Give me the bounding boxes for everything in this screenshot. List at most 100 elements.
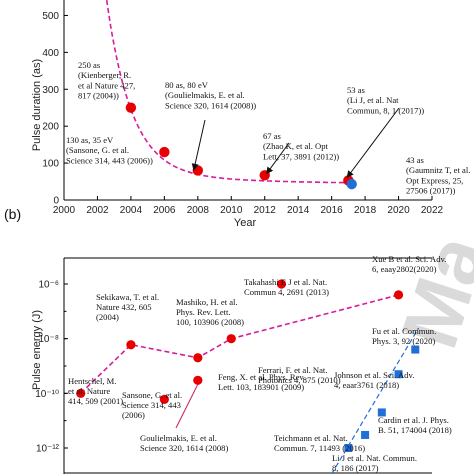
a-annotation-line: 130 as, 35 eV <box>66 135 114 145</box>
b-annotation: Johnson et al. Sci. Adv. 4, eaar3761 (201… <box>334 370 414 390</box>
a-arrow <box>266 142 290 175</box>
a-annotation-line: Science 314, 443 (2006)) <box>66 155 153 165</box>
b-annotation-line: (2006) <box>122 410 145 420</box>
a-y-ticks: 0 100 200 300 400 500 <box>42 11 68 207</box>
a-x-tick-label: 2014 <box>287 205 310 216</box>
a-x-tick-label: 2006 <box>153 205 176 216</box>
b-annotation-line: Mashiko, H. et al. <box>176 297 238 307</box>
a-annotation-line: 80 as, 80 eV <box>165 80 209 90</box>
a-y-tick-label: 500 <box>42 11 59 22</box>
a-trend-line <box>105 0 352 184</box>
a-y-tick-label: 400 <box>42 48 59 59</box>
b-y-tick-label: 10⁻⁸ <box>38 334 59 345</box>
a-annotations: 250 as (Kienberger, R. et al Nature 427, 81… <box>66 60 470 196</box>
b-leader <box>175 384 199 429</box>
a-arrows <box>191 107 400 178</box>
a-x-tick-label: 2018 <box>354 205 377 216</box>
a-annotation-line: 53 as <box>347 85 366 95</box>
a-annotation: 250 as (Kienberger, R. et al Nature 427, 81… <box>78 60 135 101</box>
b-annotation: Feng, X. et al. Phys. Rev. Lett. 103, 183… <box>218 372 305 392</box>
a-annotation-line: Opt Express, 25, <box>406 175 463 185</box>
a-annotation-line: 27506 (2017)) <box>406 186 456 196</box>
b-annotation-line: Teichmann et al. Nat. <box>274 433 348 443</box>
a-arrow <box>191 119 206 171</box>
a-annotation-line: 250 as <box>78 60 101 70</box>
b-annotation-line: Johnson et al. Sci. Adv. <box>334 370 414 380</box>
a-x-tick-label: 2002 <box>86 205 109 216</box>
a-blue-point <box>346 178 357 190</box>
b-annotation-line: Ferrari, F. et al. Nat. <box>258 365 327 375</box>
a-annotation-line: Commun, 8, 1 (2017)) <box>347 105 424 115</box>
b-annotation: Ferrari, F. et al. Nat. Photonics 4, 875 … <box>258 365 341 385</box>
a-annotation: 43 as (Gaumnitz T, et al. Opt Express, 25,… <box>406 155 470 196</box>
a-annotation-line: (Gaumnitz T, et al. <box>406 165 470 175</box>
a-annotation-line: (Kienberger, R. <box>78 70 131 80</box>
b-annotation: Li J et al. Nat. Commun. 8, 186 (2017) <box>332 453 417 473</box>
b-annotation-line: Phys. Rev. Lett. <box>176 307 231 317</box>
b-annotation: Teichmann et al. Nat. Commun. 7, 11493 (2… <box>274 433 365 453</box>
a-annotation-line: (Zhao K, et al. Opt <box>263 141 329 151</box>
a-annotation: 80 as, 80 eV (Goulielmakis, E. et al. Scie… <box>165 80 256 110</box>
a-x-axis-title: Year <box>234 217 257 229</box>
a-arrow <box>346 107 400 178</box>
b-annotation-line: et al. Nature <box>68 386 110 396</box>
a-annotation-line: Science 320, 1614 (2008)) <box>165 100 256 110</box>
panel-b-pulse-energy: 10⁻⁶ 10⁻⁸ 10⁻¹⁰ 10⁻¹² Pulse energy (J) Hent… <box>31 254 452 474</box>
b-annotation-line: Science 314, 443 <box>122 400 181 410</box>
b-leader-lines <box>175 384 199 429</box>
b-annotation-line: Goulielmakis, E. et al. <box>140 433 217 443</box>
b-annotation: Cardin et al. J. Phys. B. 51, 174004 (201… <box>378 415 452 435</box>
b-annotation-line: Photonics 4, 875 (2010) <box>258 375 341 385</box>
b-annotation-line: (2004) <box>96 312 119 322</box>
a-annotation-line: Lett, 37, 3891 (2012)) <box>263 151 339 161</box>
a-annotation: 130 as, 35 eV (Sansone, G. et al. Science … <box>66 135 153 165</box>
b-annotation-line: Lett. 103, 183901 (2009) <box>218 382 304 392</box>
b-annotation: Hentschel, M. et al. Nature 414, 509 (2001… <box>68 376 123 406</box>
b-annotation: Xue B et al. Sci. Adv. 6, eaay2802(2020) <box>372 254 446 274</box>
a-x-ticks: 2000 2002 2004 2006 2008 2010 2012 2014 2016 2018… <box>53 196 444 216</box>
b-annotation-line: 414, 509 (2001) <box>68 396 123 406</box>
b-annotation-line: Takahashi E J et al. Nat. <box>244 277 327 287</box>
a-x-tick-label: 2004 <box>120 205 143 216</box>
b-annotation-line: Cardin et al. J. Phys. <box>378 415 449 425</box>
a-x-tick-label: 2016 <box>321 205 344 216</box>
a-annotation: 67 as (Zhao K, et al. Opt Lett, 37, 3891 (… <box>263 131 339 161</box>
b-annotation-line: Science 320, 1614 (2008) <box>140 443 228 453</box>
b-y-tick-label: 10⁻¹² <box>36 444 60 455</box>
b-red-point <box>76 388 86 398</box>
a-annotation-line: (Sansone, G. et al. <box>66 145 129 155</box>
b-red-point <box>193 375 203 385</box>
b-annotation: Sansone, G. et al. Science 314, 443 (2006) <box>122 390 182 420</box>
b-annotation-line: 6, eaay2802(2020) <box>372 264 437 274</box>
a-annotation-line: 43 as <box>406 155 425 165</box>
b-red-point <box>276 279 287 289</box>
a-annotation-line: 817 (2004)) <box>78 91 119 101</box>
b-data-points <box>76 279 420 452</box>
b-annotation-line: Feng, X. et al. Phys. Rev. <box>218 372 305 382</box>
b-annotation-line: 8, 186 (2017) <box>332 463 379 473</box>
a-red-point <box>125 102 137 113</box>
b-annotation-line: Sekikawa, T. et al. <box>96 292 159 302</box>
b-annotation-line: Sansone, G. et al. <box>122 390 182 400</box>
b-annotation-line: Li J et al. Nat. Commun. <box>332 453 417 463</box>
b-annotations: Hentschel, M. et al. Nature 414, 509 (2001… <box>68 254 452 473</box>
a-annotation-line: (Goulielmakis, E. et al. <box>165 90 245 100</box>
b-annotation-line: Nature 432, 605 <box>96 302 152 312</box>
b-annotation-line: Fu et al. Commun. <box>372 326 436 336</box>
b-blue-point <box>411 345 420 354</box>
b-annotation-line: 4, eaar3761 (2018) <box>334 380 399 390</box>
b-annotation-line: 100, 103906 (2008) <box>176 317 244 327</box>
a-y-tick-label: 200 <box>42 122 59 133</box>
b-y-ticks: 10⁻⁶ 10⁻⁸ 10⁻¹⁰ 10⁻¹² <box>35 280 68 455</box>
a-x-tick-label: 2020 <box>387 205 410 216</box>
a-y-tick-label: 100 <box>42 159 59 170</box>
a-annotation-line: (Li J, et al. Nat <box>347 95 399 105</box>
b-annotation: Goulielmakis, E. et al. Science 320, 1614… <box>140 433 228 453</box>
b-annotation: Sekikawa, T. et al. Nature 432, 605 (2004) <box>96 292 159 322</box>
a-annotation-line: 67 as <box>263 131 282 141</box>
panel-a-pulse-duration: 2000 2002 2004 2006 2008 2010 2012 2014 2016 2018… <box>31 0 470 229</box>
b-annotation: Takahashi E J et al. Nat. Commun 4, 2691 … <box>244 277 329 297</box>
b-red-point <box>393 290 404 300</box>
b-blue-point <box>344 444 353 452</box>
